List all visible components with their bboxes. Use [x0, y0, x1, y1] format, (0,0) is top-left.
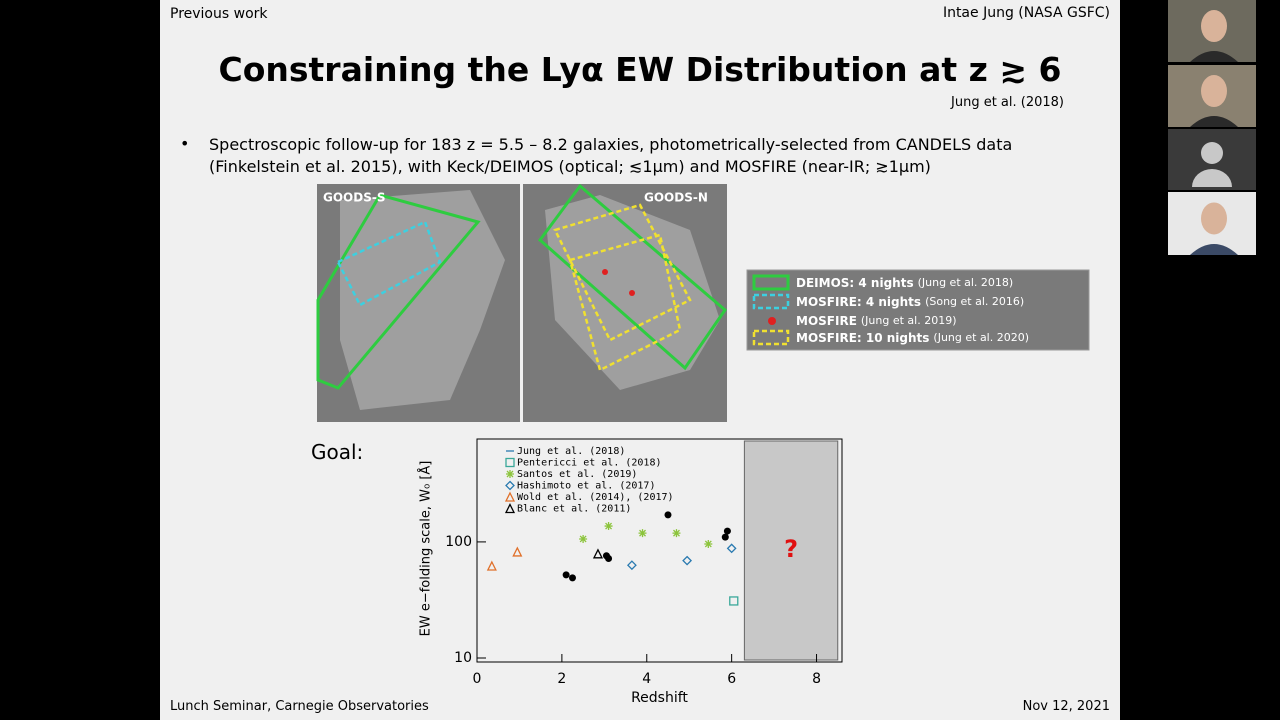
point	[592, 548, 604, 559]
legend-entry: Jung et al. (2018)	[517, 446, 625, 457]
map-legend	[746, 269, 1090, 351]
point	[505, 457, 515, 468]
mosfire-target	[602, 269, 608, 275]
x-tick-label: 4	[642, 671, 651, 687]
goal-label: Goal:	[311, 440, 364, 464]
point	[506, 470, 514, 478]
field-label: GOODS-S	[323, 191, 385, 205]
point	[512, 546, 523, 557]
point	[562, 571, 570, 579]
deimos-footprint	[537, 183, 728, 371]
legend-ref: (Jung et al. 2018)	[918, 276, 1014, 289]
x-axis-label: Redshift	[631, 690, 688, 706]
avatar-head	[1201, 142, 1223, 164]
legend-swatch	[752, 329, 790, 346]
legend-swatch	[752, 293, 790, 310]
footer-right: Nov 12, 2021	[1022, 699, 1110, 714]
y-tick-label: 10	[454, 650, 472, 666]
point	[682, 555, 693, 566]
x-tick-label: 2	[557, 671, 566, 687]
participant-body	[1190, 244, 1238, 255]
mosfire-footprint	[336, 220, 442, 307]
participant-body	[1190, 116, 1238, 127]
point	[504, 503, 516, 514]
legend-entry: Hashimoto et al. (2017)	[517, 481, 655, 492]
point	[729, 596, 739, 606]
legend-entry: Wold et al. (2014), (2017)	[517, 492, 674, 503]
participant-face	[1201, 10, 1227, 43]
citation: Jung et al. (2018)	[951, 95, 1064, 110]
legend-entry: DEIMOS: 4 nights (Jung et al. 2018)	[796, 276, 1013, 290]
point	[721, 533, 729, 541]
highlight-region	[743, 440, 839, 661]
legend-swatch	[752, 274, 790, 291]
bullet-dot: •	[180, 134, 190, 153]
point	[604, 522, 613, 531]
legend-ref: (Song et al. 2016)	[925, 295, 1024, 308]
legend-entry: MOSFIRE: 4 nights (Song et al. 2016)	[796, 295, 1024, 309]
field-footprint	[340, 190, 505, 410]
point	[605, 554, 613, 562]
legend-ref: (Jung et al. 2019)	[861, 314, 957, 327]
legend-ref: (Jung et al. 2020)	[933, 331, 1029, 344]
mosfire-target	[629, 290, 635, 296]
legend-label: DEIMOS: 4 nights	[796, 276, 914, 290]
y-axis-label: EW e−folding scale, W₀ [Å]	[418, 461, 434, 637]
legend-swatch	[768, 317, 776, 325]
point	[568, 574, 576, 582]
annotation: ?	[784, 535, 798, 563]
legend-entry: MOSFIRE (Jung et al. 2019)	[796, 314, 957, 328]
field-label: GOODS-N	[644, 191, 708, 205]
slide-title: Constraining the Lyα EW Distribution at …	[218, 50, 1062, 89]
point	[704, 539, 713, 548]
avatar-body	[1192, 169, 1232, 187]
legend-label: MOSFIRE: 4 nights	[796, 295, 921, 309]
point	[664, 511, 672, 519]
point	[638, 529, 647, 538]
section-label: Previous work	[170, 6, 268, 22]
x-tick-label: 6	[727, 671, 736, 687]
point	[723, 527, 731, 535]
legend-label: MOSFIRE: 10 nights	[796, 331, 929, 345]
point	[486, 560, 497, 571]
legend-entry: MOSFIRE: 10 nights (Jung et al. 2020)	[796, 331, 1029, 345]
legend-entry: Pentericci et al. (2018)	[517, 458, 662, 469]
deimos-footprint	[316, 193, 481, 390]
x-tick-label: 8	[812, 671, 821, 687]
bullet-text: Spectroscopic follow-up for 183 z = 5.5 …	[209, 135, 1013, 176]
x-tick-label: 0	[473, 671, 482, 687]
participant-face	[1201, 202, 1227, 235]
y-tick-label: 100	[445, 534, 472, 550]
point	[504, 491, 516, 502]
point	[726, 543, 737, 554]
legend-label: MOSFIRE	[796, 314, 857, 328]
author: Intae Jung (NASA GSFC)	[942, 5, 1110, 21]
participant-body	[1190, 51, 1238, 62]
participant-face	[1201, 75, 1227, 108]
video-panel	[1168, 0, 1256, 255]
point	[672, 529, 681, 538]
mosfire-footprint	[553, 203, 692, 342]
legend-entry: Blanc et al. (2011)	[517, 504, 631, 515]
point	[579, 534, 588, 543]
footer-left: Lunch Seminar, Carnegie Observatories	[170, 699, 429, 714]
chart: ? 0 2 4 6 8 10 100 Redshift EW e−folding scale, W…	[418, 438, 843, 706]
legend-entry: Santos et al. (2019)	[517, 469, 637, 480]
point	[626, 560, 637, 571]
point	[505, 480, 515, 491]
